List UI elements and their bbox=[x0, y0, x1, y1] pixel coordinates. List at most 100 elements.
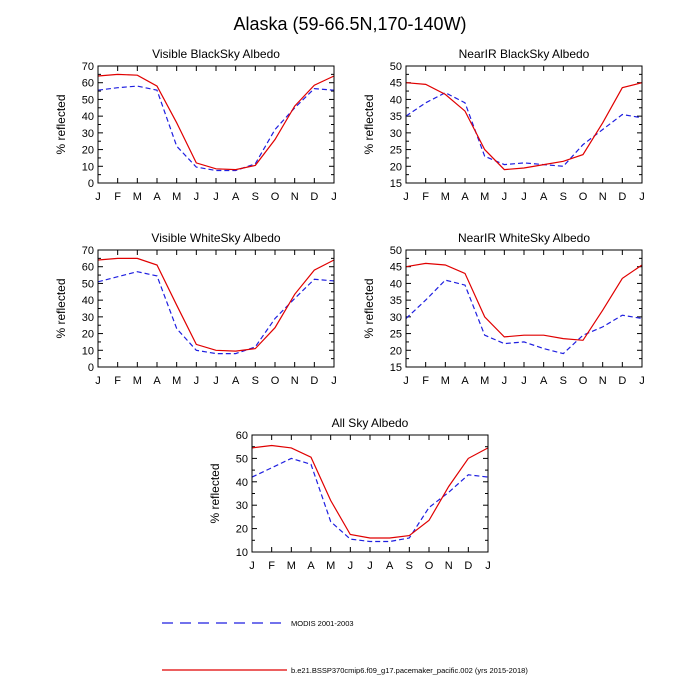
x-tick-label: O bbox=[579, 375, 588, 387]
y-tick-label: 50 bbox=[236, 453, 248, 465]
y-tick-label: 50 bbox=[390, 61, 402, 73]
x-tick-label: D bbox=[310, 375, 318, 387]
y-tick-label: 20 bbox=[82, 145, 94, 157]
y-axis-label: % reflected bbox=[362, 278, 376, 338]
x-tick-label: M bbox=[326, 560, 335, 572]
x-tick-label: S bbox=[252, 191, 259, 203]
y-tick-label: 45 bbox=[390, 262, 402, 274]
chart-title: Visible WhiteSky Albedo bbox=[151, 231, 281, 245]
y-tick-label: 45 bbox=[390, 78, 402, 90]
y-tick-label: 35 bbox=[390, 111, 402, 123]
x-tick-label: N bbox=[599, 375, 607, 387]
y-tick-label: 15 bbox=[390, 178, 402, 190]
x-tick-label: J bbox=[502, 375, 508, 387]
y-axis-label: % reflected bbox=[54, 278, 68, 338]
y-tick-label: 0 bbox=[88, 362, 94, 374]
x-tick-label: J bbox=[213, 191, 219, 203]
series-line-modis bbox=[251, 457, 489, 543]
x-tick-label: N bbox=[445, 560, 453, 572]
x-tick-label: D bbox=[464, 560, 472, 572]
x-tick-label: M bbox=[441, 191, 450, 203]
y-tick-label: 20 bbox=[82, 329, 94, 341]
y-tick-label: 20 bbox=[390, 345, 402, 357]
x-tick-label: J bbox=[485, 560, 491, 572]
y-tick-label: 50 bbox=[82, 94, 94, 106]
plot-frame bbox=[97, 65, 335, 184]
x-tick-label: J bbox=[348, 560, 354, 572]
series-line-model bbox=[97, 257, 335, 352]
x-tick-label: J bbox=[502, 191, 508, 203]
x-tick-label: M bbox=[133, 375, 142, 387]
x-tick-label: S bbox=[252, 375, 259, 387]
x-tick-label: M bbox=[172, 191, 181, 203]
x-tick-label: J bbox=[639, 191, 645, 203]
x-tick-label: J bbox=[194, 191, 200, 203]
x-tick-label: J bbox=[403, 375, 409, 387]
x-tick-label: M bbox=[441, 375, 450, 387]
y-tick-label: 40 bbox=[236, 477, 248, 489]
y-tick-label: 40 bbox=[82, 295, 94, 307]
x-tick-label: J bbox=[213, 375, 219, 387]
y-tick-label: 20 bbox=[236, 524, 248, 536]
y-tick-label: 30 bbox=[390, 128, 402, 140]
y-tick-label: 15 bbox=[390, 362, 402, 374]
x-tick-label: A bbox=[232, 375, 240, 387]
y-tick-label: 10 bbox=[82, 345, 94, 357]
y-tick-label: 10 bbox=[236, 547, 248, 559]
x-tick-label: A bbox=[307, 560, 315, 572]
series-line-model bbox=[405, 262, 643, 341]
x-tick-label: M bbox=[480, 375, 489, 387]
x-tick-label: F bbox=[114, 191, 121, 203]
x-tick-label: J bbox=[95, 191, 101, 203]
x-tick-label: A bbox=[153, 375, 161, 387]
plot-frame bbox=[405, 65, 643, 184]
y-axis-label: % reflected bbox=[208, 463, 222, 523]
y-tick-label: 25 bbox=[390, 145, 402, 157]
x-tick-label: M bbox=[287, 560, 296, 572]
x-tick-label: O bbox=[271, 191, 280, 203]
y-tick-label: 30 bbox=[82, 128, 94, 140]
plot-frame bbox=[97, 249, 335, 368]
series-line-model bbox=[97, 73, 335, 171]
x-tick-label: F bbox=[268, 560, 275, 572]
y-tick-label: 30 bbox=[236, 500, 248, 512]
x-tick-label: O bbox=[425, 560, 434, 572]
x-tick-label: D bbox=[618, 375, 626, 387]
x-tick-label: J bbox=[521, 375, 527, 387]
series-line-modis bbox=[405, 92, 643, 167]
series-line-modis bbox=[405, 279, 643, 355]
x-tick-label: S bbox=[406, 560, 413, 572]
x-tick-label: M bbox=[172, 375, 181, 387]
y-tick-label: 60 bbox=[236, 430, 248, 442]
legend: MODIS 2001-2003 b.e21.BSSP370cmip6.f09_g1… bbox=[162, 619, 528, 675]
series-line-modis bbox=[97, 271, 335, 355]
x-tick-label: N bbox=[291, 191, 299, 203]
y-tick-label: 0 bbox=[88, 178, 94, 190]
x-tick-label: A bbox=[153, 191, 161, 203]
x-tick-label: F bbox=[422, 375, 429, 387]
y-tick-label: 35 bbox=[390, 295, 402, 307]
y-tick-label: 40 bbox=[82, 111, 94, 123]
x-tick-label: D bbox=[618, 191, 626, 203]
chart-panel: NearIR WhiteSky Albedo % reflected 15 20 25 3… bbox=[362, 231, 645, 387]
y-tick-label: 30 bbox=[82, 312, 94, 324]
x-tick-label: A bbox=[540, 191, 548, 203]
y-tick-label: 20 bbox=[390, 161, 402, 173]
x-tick-label: J bbox=[331, 191, 337, 203]
x-tick-label: F bbox=[422, 191, 429, 203]
plot-frame bbox=[251, 434, 489, 553]
y-tick-label: 70 bbox=[82, 61, 94, 73]
x-tick-label: J bbox=[403, 191, 409, 203]
x-tick-label: J bbox=[639, 375, 645, 387]
x-tick-label: A bbox=[461, 191, 469, 203]
y-tick-label: 25 bbox=[390, 329, 402, 341]
x-tick-label: A bbox=[461, 375, 469, 387]
legend-label-modis: MODIS 2001-2003 bbox=[291, 619, 354, 628]
x-tick-label: J bbox=[249, 560, 255, 572]
y-tick-label: 60 bbox=[82, 78, 94, 90]
chart-panels: Visible BlackSky Albedo % reflected 0 10 20 3… bbox=[54, 47, 645, 572]
x-tick-label: S bbox=[560, 191, 567, 203]
chart-title: NearIR BlackSky Albedo bbox=[459, 47, 590, 61]
